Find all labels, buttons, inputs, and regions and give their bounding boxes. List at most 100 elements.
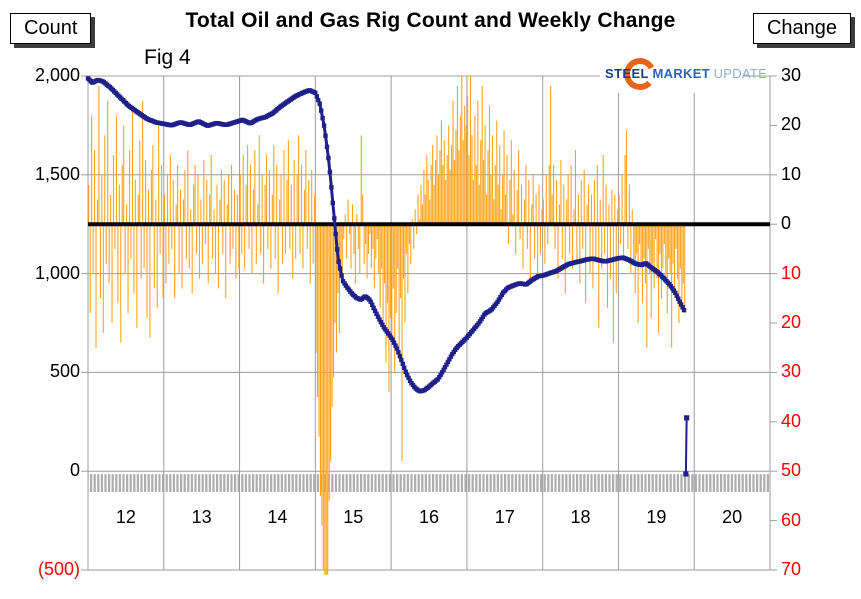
weekly-change-bar xyxy=(583,169,585,225)
weekly-change-bar xyxy=(401,224,403,462)
weekly-change-bar xyxy=(249,164,252,225)
weekly-change-bar xyxy=(455,130,457,225)
weekly-change-bar xyxy=(145,159,147,225)
weekly-change-bar xyxy=(426,155,428,225)
weekly-change-bar xyxy=(585,224,587,304)
weekly-change-bar xyxy=(394,224,396,373)
weekly-change-bar xyxy=(408,224,410,244)
weekly-change-bar xyxy=(268,169,270,225)
weekly-change-bar xyxy=(601,224,603,269)
weekly-change-bar xyxy=(333,224,335,378)
weekly-change-bar xyxy=(238,224,240,269)
right-axis-tick-label: 30 xyxy=(781,65,802,85)
rig-count-marker xyxy=(407,378,413,383)
weekly-change-bar xyxy=(359,224,361,274)
figure-number-label: Fig 4 xyxy=(144,46,191,69)
weekly-change-bar xyxy=(188,224,190,269)
weekly-change-bar xyxy=(107,100,109,225)
rig-count-marker xyxy=(337,266,343,271)
weekly-change-bar xyxy=(142,100,144,225)
weekly-change-bar xyxy=(343,224,345,240)
weekly-change-bar xyxy=(449,169,451,225)
weekly-change-bar xyxy=(620,224,622,244)
weekly-change-bar xyxy=(389,224,391,319)
weekly-change-bar xyxy=(388,224,390,393)
weekly-change-bar xyxy=(417,194,419,225)
weekly-change-bar xyxy=(318,224,320,437)
weekly-change-bar xyxy=(625,130,628,225)
left-axis-title: Count xyxy=(24,17,78,39)
weekly-change-bar xyxy=(296,174,298,225)
weekly-change-bar xyxy=(499,145,501,225)
weekly-change-bar xyxy=(504,194,507,225)
weekly-change-bar xyxy=(283,150,285,225)
rig-count-marker xyxy=(327,169,333,175)
weekly-change-bar xyxy=(465,125,467,225)
weekly-change-bar xyxy=(553,164,555,225)
weekly-change-bar xyxy=(376,224,378,240)
weekly-change-bar xyxy=(228,174,230,225)
right-axis-tick-label: 70 xyxy=(781,559,802,579)
rig-count-marker xyxy=(393,343,398,348)
weekly-change-bar xyxy=(617,209,619,225)
weekly-change-bar xyxy=(239,174,241,225)
rig-count-marker xyxy=(321,123,327,128)
weekly-change-bar xyxy=(576,224,578,264)
weekly-change-bar xyxy=(136,224,138,328)
weekly-change-bar xyxy=(491,135,493,225)
weekly-change-bar xyxy=(545,174,547,225)
rig-count-marker xyxy=(380,322,385,327)
weekly-change-bar xyxy=(353,224,355,254)
weekly-change-bar xyxy=(314,194,316,225)
weekly-change-bar xyxy=(120,224,122,343)
weekly-change-bar xyxy=(177,164,179,225)
weekly-change-bar xyxy=(184,169,186,225)
weekly-change-bar xyxy=(593,179,595,225)
weekly-change-bar xyxy=(461,76,463,225)
weekly-change-bar xyxy=(165,224,167,284)
rig-count-marker xyxy=(495,299,500,305)
gridlines xyxy=(81,75,777,571)
x-axis-year-label: 15 xyxy=(343,507,364,527)
weekly-change-bar xyxy=(424,194,426,225)
weekly-change-bar xyxy=(363,224,365,264)
weekly-change-bar xyxy=(432,145,434,225)
rig-count-marker xyxy=(326,155,331,161)
weekly-change-bar xyxy=(487,150,489,225)
weekly-change-bar xyxy=(541,209,543,225)
weekly-change-bar xyxy=(267,224,269,249)
weekly-change-bar xyxy=(469,76,472,225)
rig-count-marker xyxy=(402,365,407,370)
right-axis-tick-label: 0 xyxy=(781,213,792,234)
weekly-change-bar xyxy=(124,224,126,274)
weekly-change-bar xyxy=(91,115,93,225)
weekly-change-bar xyxy=(108,224,110,284)
weekly-change-bar xyxy=(127,224,129,314)
weekly-change-bar xyxy=(569,224,571,254)
rig-count-marker xyxy=(496,297,502,302)
rig-count-marker xyxy=(320,115,325,121)
left-axis-tick-label: 500 xyxy=(49,361,80,382)
x-axis-year-label: 17 xyxy=(494,507,515,527)
weekly-change-bar xyxy=(147,189,150,225)
rig-count-marker xyxy=(368,299,373,304)
rig-count-marker xyxy=(480,314,486,320)
weekly-change-bar xyxy=(618,194,620,225)
weekly-change-bar xyxy=(477,100,479,225)
weekly-change-bar xyxy=(378,224,380,274)
rig-count-marker xyxy=(400,361,405,366)
weekly-change-bar xyxy=(525,164,527,225)
rig-count-marker xyxy=(374,311,379,316)
weekly-change-bar xyxy=(146,224,148,319)
weekly-change-bar xyxy=(98,85,100,225)
weekly-change-bar xyxy=(391,224,393,343)
weekly-change-bar xyxy=(506,155,508,225)
rig-count-marker xyxy=(447,357,452,362)
weekly-change-bar xyxy=(624,155,626,225)
weekly-change-bar xyxy=(308,179,310,225)
weekly-change-bar xyxy=(656,224,658,279)
weekly-change-bar xyxy=(179,189,182,225)
rig-count-marker xyxy=(403,369,408,374)
weekly-change-bar xyxy=(309,224,311,284)
weekly-change-bar xyxy=(372,224,374,249)
